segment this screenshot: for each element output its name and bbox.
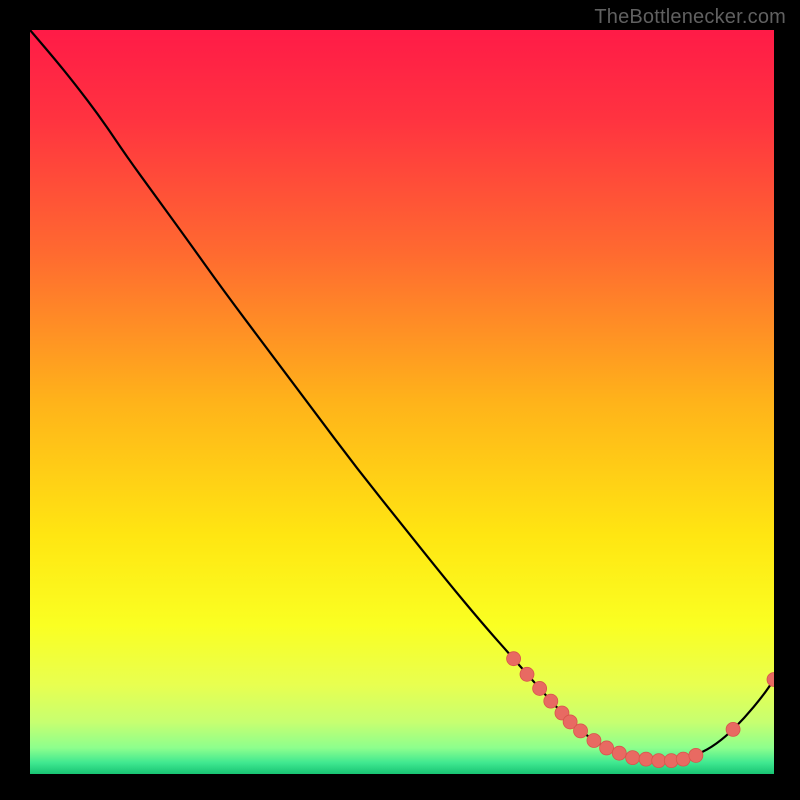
data-marker <box>612 746 626 760</box>
data-marker <box>507 652 521 666</box>
chart-plot-area <box>30 30 774 774</box>
chart-svg <box>30 30 774 774</box>
data-marker <box>676 752 690 766</box>
data-marker <box>587 734 601 748</box>
data-marker <box>639 752 653 766</box>
data-marker <box>533 681 547 695</box>
data-marker <box>574 724 588 738</box>
data-marker <box>544 694 558 708</box>
data-marker <box>652 754 666 768</box>
watermark-text: TheBottlenecker.com <box>594 6 786 29</box>
chart-background <box>30 30 774 774</box>
data-marker <box>689 748 703 762</box>
data-marker <box>726 722 740 736</box>
data-marker <box>520 667 534 681</box>
data-marker <box>626 751 640 765</box>
data-marker <box>600 741 614 755</box>
